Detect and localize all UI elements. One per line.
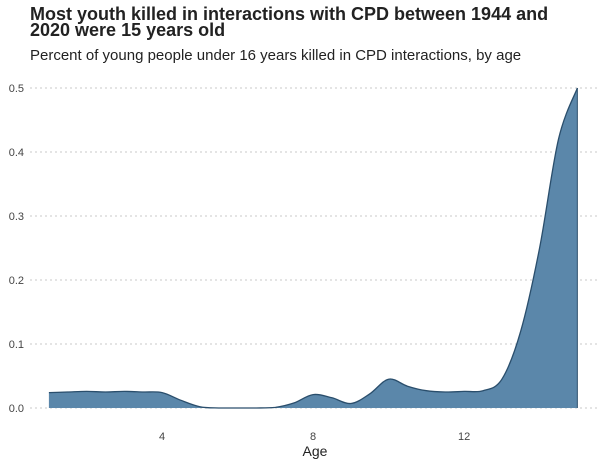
y-tick-label: 0.1 [9, 339, 24, 351]
density-area [48, 87, 579, 409]
x-tick-label: 12 [458, 431, 470, 443]
y-tick-label: 0.5 [9, 83, 24, 95]
area-outline [48, 87, 579, 409]
x-tick-label: 4 [159, 431, 165, 443]
x-tick-label: 8 [310, 431, 316, 443]
y-tick-label: 0.3 [9, 211, 24, 223]
area-fill [48, 88, 578, 408]
x-axis-title: Age [303, 443, 328, 459]
y-tick-label: 0.0 [9, 403, 24, 415]
x-axis-ticks: 4 8 12 [159, 431, 470, 443]
y-tick-label: 0.2 [9, 275, 24, 287]
chart-title: Most youth killed in interactions with C… [30, 4, 549, 40]
chart-subtitle: Percent of young people under 16 years k… [30, 47, 522, 64]
y-axis-ticks: 0.0 0.1 0.2 0.3 0.4 0.5 [9, 83, 24, 415]
y-tick-label: 0.4 [9, 147, 24, 159]
